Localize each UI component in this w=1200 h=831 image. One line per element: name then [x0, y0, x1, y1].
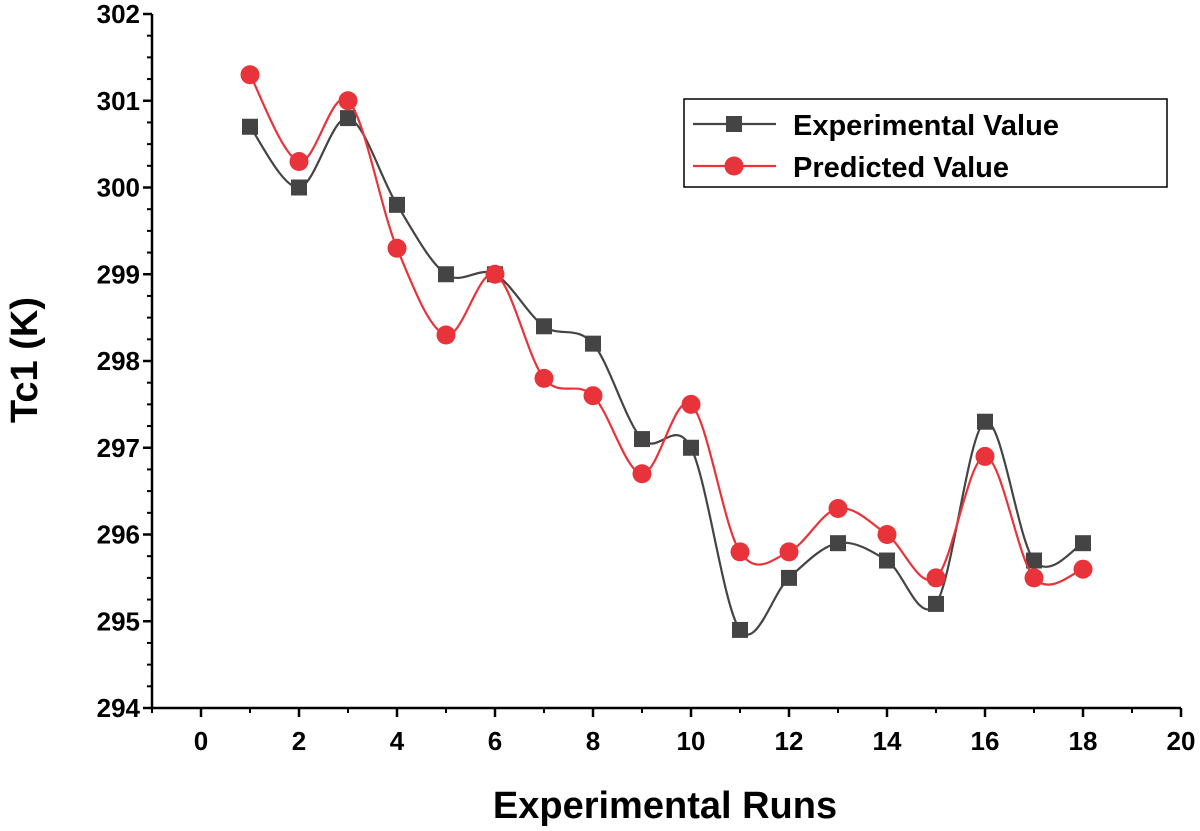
data-point-circle	[534, 368, 554, 388]
data-point-circle	[583, 386, 603, 406]
data-point-circle	[1024, 568, 1044, 588]
y-tick-label: 297	[97, 433, 140, 463]
data-point-square	[683, 439, 699, 456]
y-axis-title: Tc1 (K)	[4, 297, 46, 423]
y-tick-label: 294	[97, 693, 141, 723]
data-point-circle	[289, 151, 309, 171]
data-point-square	[340, 110, 356, 127]
data-point-square	[536, 318, 552, 335]
legend-label: Predicted Value	[793, 152, 1009, 184]
data-point-circle	[632, 464, 652, 484]
data-point-circle	[681, 394, 701, 414]
y-tick-label: 299	[97, 259, 140, 289]
axes: 294 295 296 297 298 299 300 301 302 0 2 4 6 8 10 12 14 16…	[97, 0, 1196, 756]
data-point-square	[977, 413, 993, 430]
data-point-square	[781, 569, 797, 586]
series-line	[249, 117, 1084, 636]
data-point-square	[1026, 552, 1042, 569]
data-point-circle	[975, 446, 995, 466]
y-tick-label: 300	[97, 173, 140, 203]
x-tick-label: 0	[194, 726, 208, 756]
data-point-square	[242, 118, 258, 135]
legend-marker-square	[726, 116, 742, 132]
data-point-square	[438, 266, 454, 283]
x-tick-label: 20	[1167, 726, 1196, 756]
data-point-circle	[779, 542, 799, 562]
legend-box	[683, 98, 1168, 188]
x-tick-label: 16	[971, 726, 1000, 756]
x-tick-label: 6	[488, 726, 502, 756]
series-line	[249, 74, 1084, 586]
y-tick-label: 298	[97, 346, 140, 376]
data-point-square	[1075, 535, 1091, 552]
data-point-square	[928, 595, 944, 612]
data-point-square	[389, 196, 405, 213]
data-point-circle	[387, 238, 407, 258]
data-point-circle	[828, 498, 848, 518]
data-point-square	[732, 621, 748, 638]
data-point-circle	[926, 568, 946, 588]
data-point-circle	[338, 91, 358, 111]
data-point-circle	[877, 525, 897, 544]
data-point-circle	[730, 542, 750, 562]
x-tick-label: 8	[586, 726, 600, 756]
y-tick-label: 301	[97, 86, 140, 116]
legend-label: Experimental Value	[793, 110, 1059, 142]
x-axis-title: Experimental Runs	[493, 785, 837, 827]
x-tick-label: 14	[873, 726, 902, 756]
data-point-circle	[485, 264, 505, 284]
data-point-circle	[240, 65, 260, 85]
legend-marker-circle	[724, 156, 744, 176]
series-2	[240, 65, 1093, 588]
data-point-square	[830, 535, 846, 552]
legend: Experimental Value Predicted Value	[683, 98, 1168, 188]
data-point-square	[585, 335, 601, 352]
y-tick-label: 296	[97, 520, 140, 550]
data-point-square	[634, 431, 650, 448]
x-tick-label: 2	[292, 726, 306, 756]
data-point-square	[291, 179, 307, 196]
x-tick-label: 12	[775, 726, 804, 756]
series-layer	[240, 65, 1093, 638]
x-tick-label: 4	[390, 726, 405, 756]
data-point-circle	[1073, 559, 1093, 579]
data-point-circle	[436, 325, 456, 345]
y-tick-label: 295	[97, 606, 140, 636]
series-1	[242, 110, 1091, 638]
x-tick-label: 10	[677, 726, 706, 756]
y-tick-label: 302	[97, 0, 140, 29]
x-tick-label: 18	[1069, 726, 1098, 756]
data-point-square	[879, 552, 895, 569]
